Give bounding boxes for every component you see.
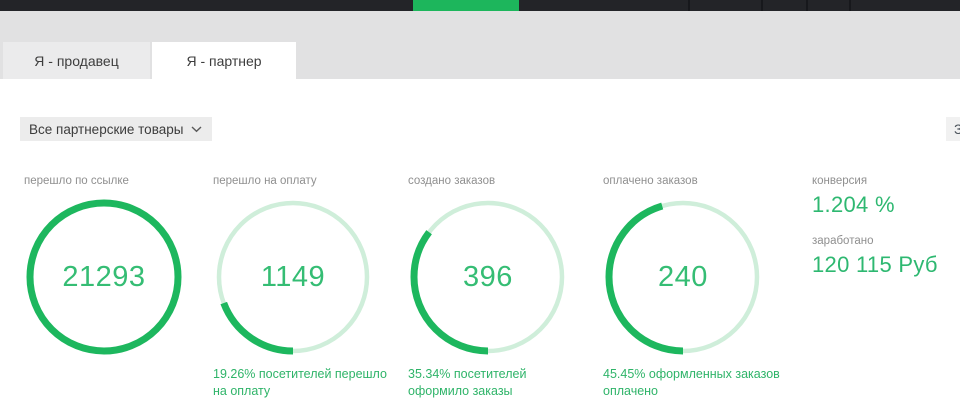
tab-seller[interactable]: Я - продавец [3, 42, 150, 79]
nav-separator [688, 0, 690, 11]
progress-ring-svg [26, 199, 182, 355]
stat-label: перешло на оплату [213, 175, 317, 187]
stat-note: 19.26% посетителей перешло на оплату [213, 367, 387, 398]
earned-value: 120 115 Руб [812, 252, 938, 277]
progress-ring-svg [605, 199, 761, 355]
progress-ring: 1149 [213, 197, 373, 357]
products-filter-label: Все партнерские товары [29, 121, 184, 137]
stat-card-link-clicks: перешло по ссылке 21293 [24, 175, 213, 400]
stat-card-orders-paid: оплачено заказов 240 45.45% оформленных … [603, 175, 798, 400]
stat-note: 45.45% оформленных заказов оплачено [603, 367, 780, 398]
progress-ring: 396 [408, 197, 568, 357]
products-filter-dropdown[interactable]: Все партнерские товары [20, 117, 213, 141]
toolbar-right-button-cutoff[interactable]: З [946, 117, 960, 141]
conversion-value: 1.204 % [812, 192, 895, 217]
stat-card-orders-created: создано заказов 396 35.34% посетителей о… [408, 175, 603, 400]
stat-note: 35.34% посетителей оформило заказы [408, 367, 527, 398]
progress-ring: 240 [603, 197, 763, 357]
stat-value: 1149 [260, 260, 326, 293]
stat-value: 240 [658, 260, 708, 293]
top-nav-active-item[interactable] [413, 0, 519, 11]
tab-partner[interactable]: Я - партнер [152, 42, 296, 79]
chevron-down-icon [191, 125, 202, 133]
stat-label: создано заказов [408, 175, 496, 187]
summary-panel: конверсия 1.204 % заработано 120 115 Руб [798, 175, 960, 400]
nav-separator [849, 0, 851, 11]
stat-label: оплачено заказов [603, 175, 698, 187]
tab-bar: Я - продавец Я - партнер [0, 11, 960, 79]
tab-seller-label: Я - продавец [34, 52, 119, 69]
toolbar-right-button-label: З [954, 121, 960, 137]
progress-ring-svg [215, 199, 371, 355]
progress-ring-svg [410, 199, 566, 355]
progress-ring: 21293 [24, 197, 184, 357]
conversion-label: конверсия [812, 175, 868, 187]
nav-separator [761, 0, 763, 11]
stat-label: перешло по ссылке [24, 175, 129, 187]
top-nav [0, 0, 960, 11]
stat-value: 21293 [62, 260, 146, 293]
stat-card-to-payment: перешло на оплату 1149 19.26% посетителе… [213, 175, 408, 400]
earned-label: заработано [812, 235, 874, 247]
stats-row: перешло по ссылке 21293 перешло на оплат… [0, 175, 960, 400]
nav-separator [806, 0, 808, 11]
tab-partner-label: Я - партнер [186, 52, 262, 69]
stat-value: 396 [463, 260, 513, 293]
